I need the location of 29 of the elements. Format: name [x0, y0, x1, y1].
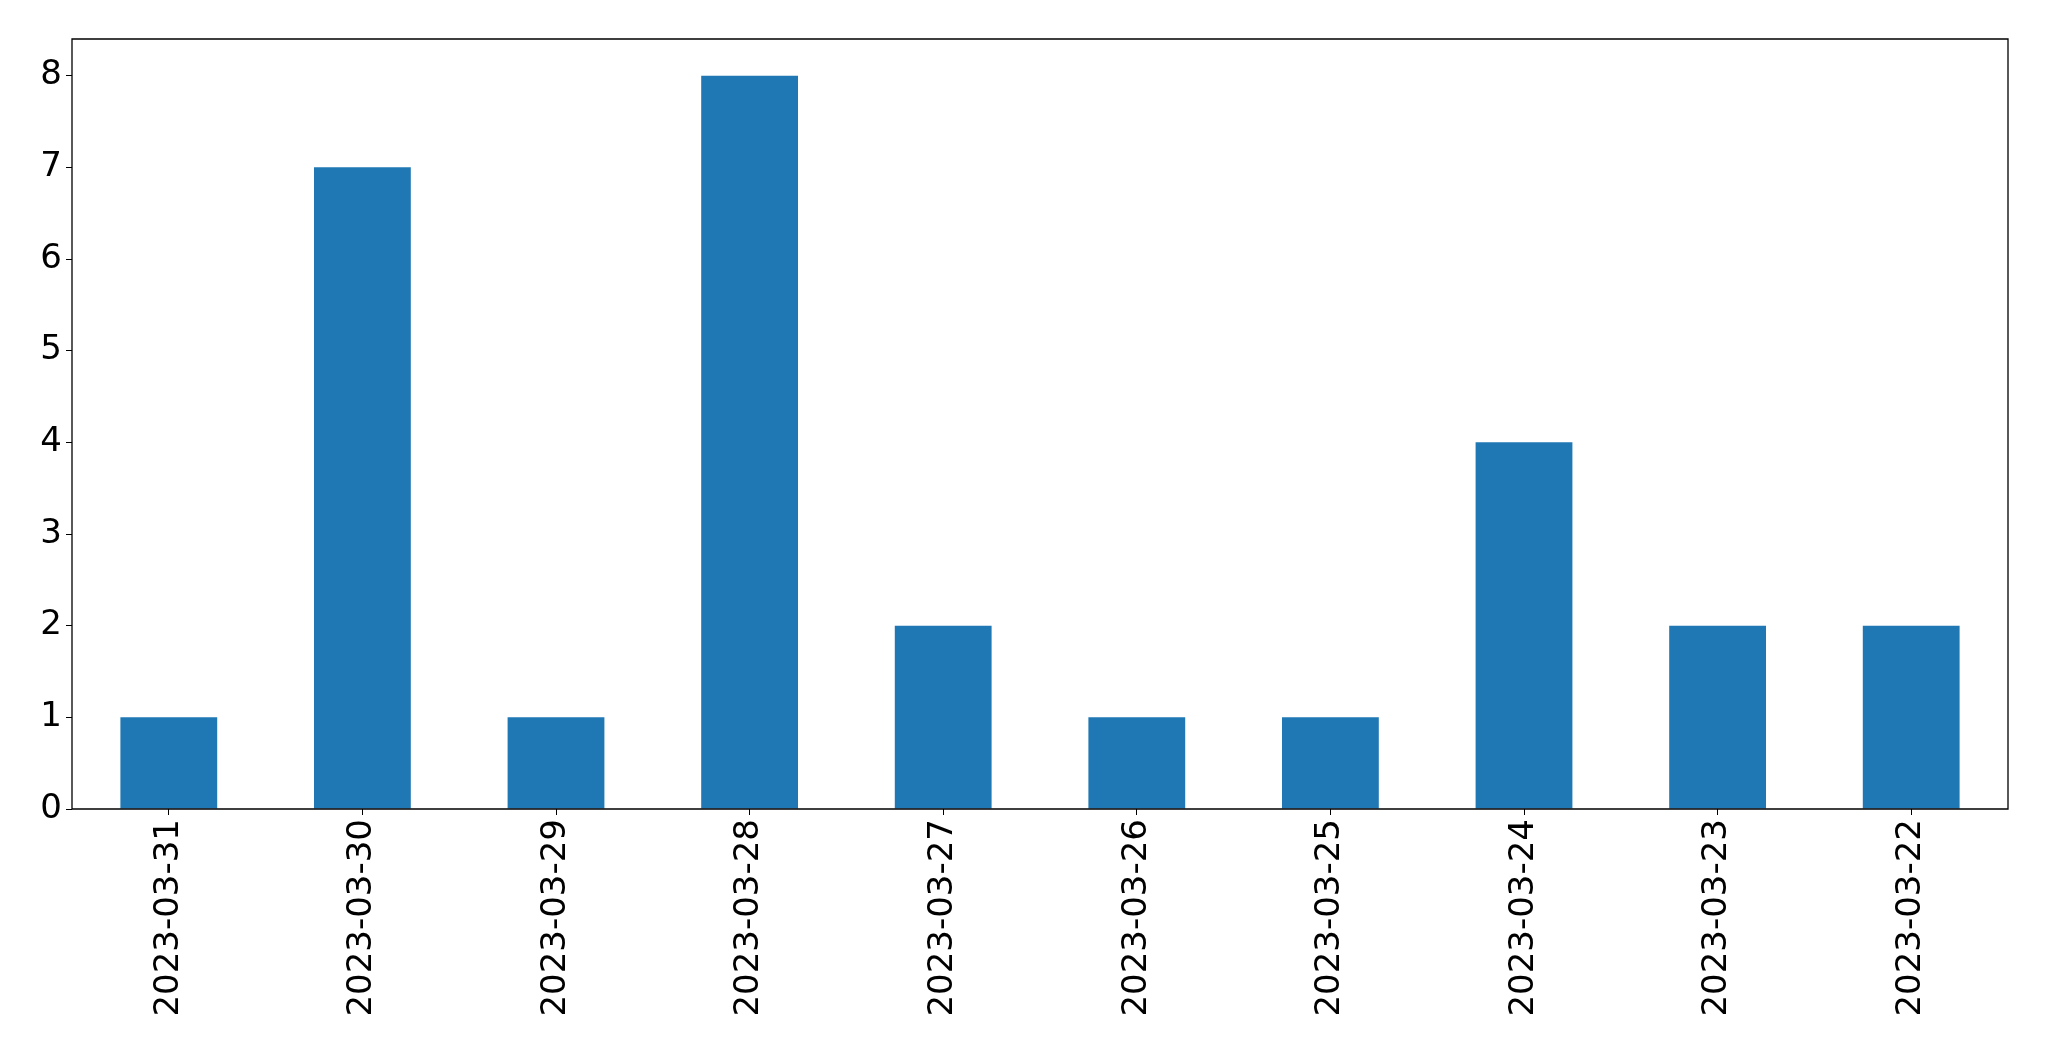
x-tick-label: 2023-03-28 — [726, 819, 767, 1017]
bar — [1088, 717, 1186, 809]
y-tick-label: 0 — [40, 785, 62, 826]
bar — [701, 75, 798, 809]
x-tick-label: 2023-03-29 — [532, 819, 573, 1017]
y-tick-label: 2 — [40, 602, 62, 643]
x-tick-label: 2023-03-27 — [920, 819, 961, 1017]
y-tick-label: 3 — [40, 510, 62, 551]
bar — [1669, 625, 1766, 809]
x-tick-label: 2023-03-23 — [1694, 819, 1735, 1017]
bar — [314, 167, 411, 809]
y-tick-label: 6 — [40, 235, 62, 276]
y-tick-label: 5 — [40, 327, 62, 368]
x-tick-label: 2023-03-26 — [1113, 819, 1154, 1017]
x-tick-label: 2023-03-22 — [1888, 819, 1929, 1017]
x-tick-label: 2023-03-25 — [1307, 819, 1348, 1017]
bar — [1475, 442, 1573, 809]
x-tick-label: 2023-03-31 — [145, 819, 186, 1017]
bar — [120, 717, 218, 809]
x-tick-label: 2023-03-30 — [339, 819, 380, 1017]
y-tick-label: 4 — [40, 419, 62, 460]
x-tick-label: 2023-03-24 — [1500, 819, 1541, 1017]
y-tick-label: 8 — [40, 52, 62, 93]
y-tick-label: 7 — [40, 144, 62, 185]
bar — [1862, 625, 1960, 809]
y-tick-label: 1 — [40, 694, 62, 735]
bar — [507, 717, 605, 809]
bar — [1282, 717, 1379, 809]
bar — [894, 625, 992, 809]
